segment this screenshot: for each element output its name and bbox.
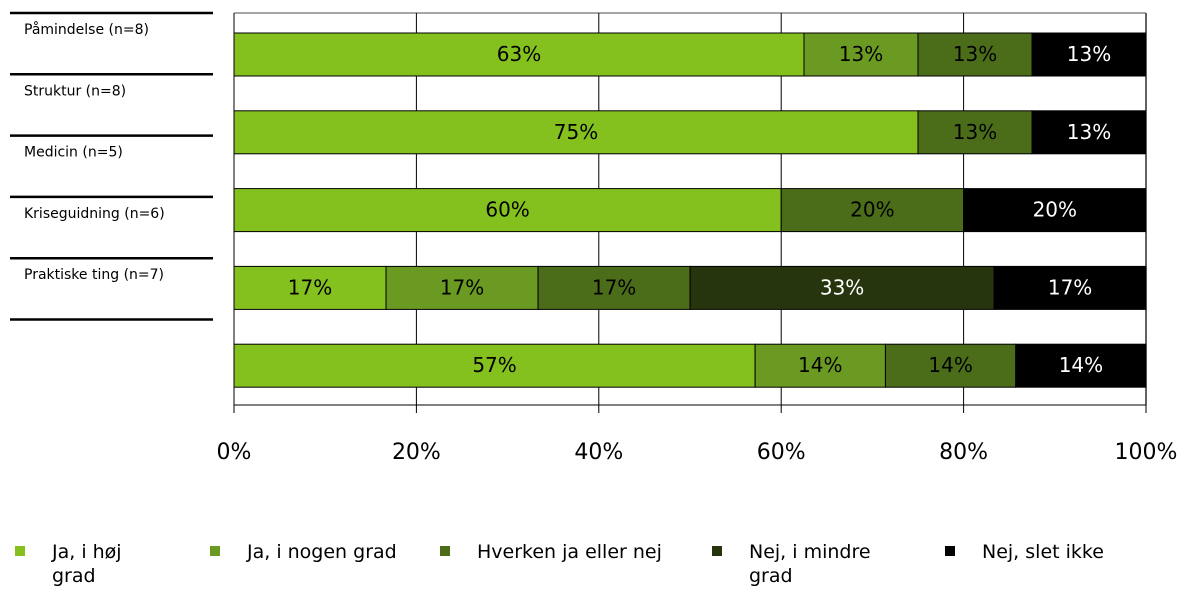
bar-segment (537, 265, 691, 310)
data-label: 20% (850, 198, 894, 222)
bar-segment (233, 188, 782, 233)
bar-segment (1031, 110, 1147, 155)
x-tick-label: 80% (939, 440, 988, 465)
category-label: Påmindelse (n=8) (24, 21, 149, 38)
legend-label: Ja, i høj grad (52, 541, 122, 587)
chart: 0% 20% 40% 60% 80% 100% Påmindelse (n=8) Strukt… (10, 11, 1178, 465)
x-tick-label: 0% (217, 440, 252, 465)
bar-segment (689, 265, 995, 310)
legend-swatch (712, 546, 722, 556)
x-tick-label: 60% (757, 440, 806, 465)
legend-label: Nej, slet ikke (982, 541, 1104, 563)
data-label: 14% (798, 353, 842, 377)
bar-segment (233, 110, 919, 155)
data-label: 63% (497, 42, 541, 66)
data-label: 60% (485, 198, 529, 222)
legend: Ja, i høj grad Ja, i nogen grad Hverken ja… (0, 540, 1179, 593)
category-label: Praktiske ting (n=7) (24, 267, 164, 283)
data-label: 17% (1048, 275, 1092, 299)
bar-segment (1031, 32, 1147, 77)
legend-label: Nej, i mindre grad (749, 541, 871, 587)
bar-segment (1015, 343, 1147, 388)
data-label: 13% (1067, 120, 1111, 144)
bar-segment (917, 32, 1033, 77)
data-label: 20% (1033, 198, 1077, 222)
data-label: 17% (592, 275, 636, 299)
data-label: 14% (1059, 353, 1103, 377)
bar-segment (780, 188, 965, 233)
x-tick-label: 40% (574, 440, 623, 465)
bar-segment (385, 265, 539, 310)
bar-segment (233, 265, 387, 310)
category-label: Struktur (n=8) (24, 83, 126, 99)
bar-segment (917, 110, 1033, 155)
legend-swatch (945, 546, 955, 556)
legend-swatch (210, 546, 220, 556)
bar-segment (754, 343, 886, 388)
x-tick-label: 20% (392, 440, 441, 465)
data-label: 13% (839, 42, 883, 66)
data-label: 17% (440, 275, 484, 299)
legend-label: Ja, i nogen grad (247, 541, 397, 563)
legend-swatch (15, 546, 25, 556)
data-label: 14% (928, 353, 972, 377)
category-label: Medicin (n=5) (24, 145, 123, 161)
legend-label: Hverken ja eller nej (477, 541, 662, 563)
category-label: Kriseguidning (n=6) (24, 206, 165, 222)
bar-segment (233, 343, 756, 388)
data-label: 13% (953, 120, 997, 144)
data-label: 33% (820, 275, 864, 299)
data-label: 57% (472, 353, 516, 377)
legend-swatch (440, 546, 450, 556)
data-label: 75% (554, 120, 598, 144)
x-tick-label: 100% (1115, 440, 1178, 465)
bar-segment (993, 265, 1147, 310)
bar-segment (963, 188, 1147, 233)
data-label: 13% (1067, 42, 1111, 66)
data-label: 13% (953, 42, 997, 66)
data-label: 17% (288, 275, 332, 299)
bar-segment (884, 343, 1017, 388)
